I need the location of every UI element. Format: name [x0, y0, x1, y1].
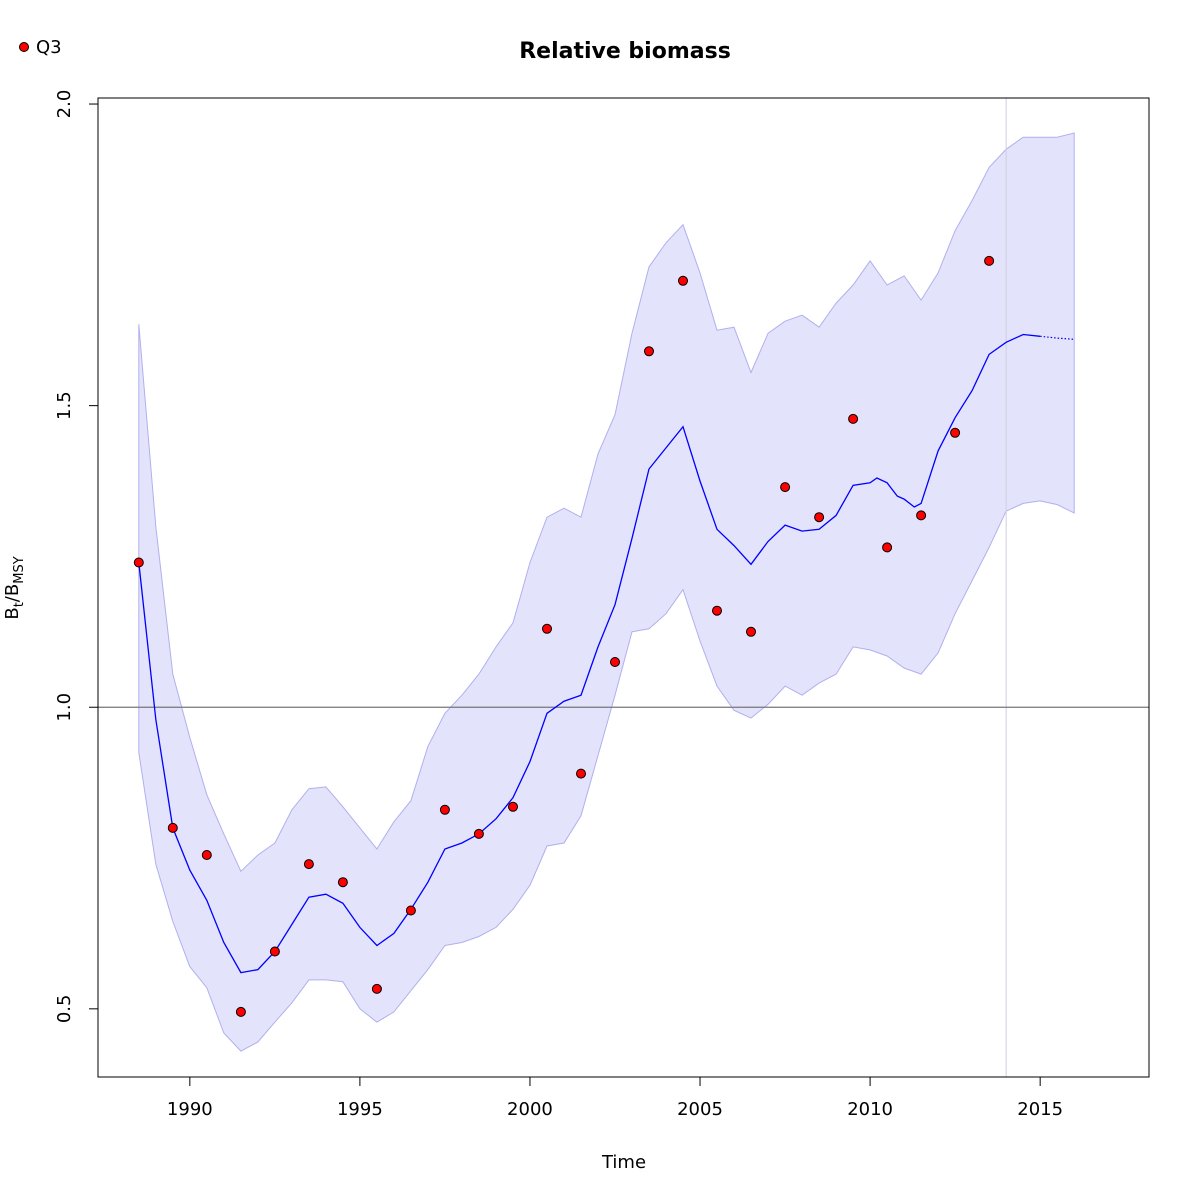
x-axis-label: Time	[601, 1152, 646, 1173]
data-point	[712, 605, 722, 616]
y-tick-label: 1.0	[54, 693, 75, 722]
data-point	[644, 346, 654, 357]
x-tick-label: 2015	[1017, 1099, 1063, 1120]
confidence-band	[138, 132, 1075, 1052]
data-point	[780, 482, 791, 493]
data-point	[576, 768, 586, 779]
y-tick-label: 0.5	[54, 995, 75, 1024]
y-tick-label: 1.5	[54, 391, 75, 420]
data-point	[610, 657, 620, 667]
x-tick-label: 2000	[507, 1099, 553, 1120]
data-point	[133, 557, 144, 568]
legend: Q3	[19, 37, 62, 58]
y-label-b2: B	[2, 584, 23, 596]
y-label-slash: /	[2, 595, 23, 602]
data-point	[678, 275, 688, 286]
data-point	[269, 946, 280, 957]
x-tick-label: 1990	[167, 1099, 213, 1120]
data-point	[439, 804, 450, 815]
data-point	[235, 1006, 246, 1017]
data-point	[542, 623, 552, 634]
data-point	[405, 905, 416, 916]
y-label-sub-msy: MSY	[12, 556, 27, 583]
legend-label-q3: Q3	[36, 37, 62, 58]
plot-area	[98, 98, 1149, 1077]
data-point	[303, 859, 314, 870]
data-point	[201, 850, 212, 860]
data-point	[371, 983, 382, 994]
y-tick-label: 2.0	[54, 90, 75, 119]
data-point	[916, 510, 927, 521]
data-point	[337, 877, 348, 888]
x-axis: 1990 1995 2000 2005 2010 2015	[167, 1076, 1063, 1120]
data-point	[882, 542, 893, 553]
data-point	[473, 828, 484, 839]
data-point	[814, 512, 825, 523]
q3-points	[133, 255, 995, 1017]
data-point	[848, 413, 859, 424]
chart-title: Relative biomass	[519, 39, 731, 64]
x-tick-label: 1995	[337, 1099, 383, 1120]
x-tick-label: 2005	[677, 1099, 723, 1120]
y-label-b1: B	[2, 607, 23, 619]
x-tick-label: 2010	[847, 1099, 893, 1120]
median-line	[138, 333, 1041, 974]
y-axis-label: Bt/BMSY	[2, 556, 27, 619]
data-point	[746, 626, 756, 637]
data-point	[984, 255, 995, 266]
y-label-sub-t: t	[12, 602, 27, 607]
data-point	[950, 427, 961, 438]
data-point	[167, 822, 178, 833]
projection-line	[1040, 335, 1075, 340]
y-axis: 0.5 1.0 1.5 2.0	[54, 90, 99, 1024]
legend-marker-q3	[19, 42, 29, 52]
data-point	[508, 801, 518, 812]
